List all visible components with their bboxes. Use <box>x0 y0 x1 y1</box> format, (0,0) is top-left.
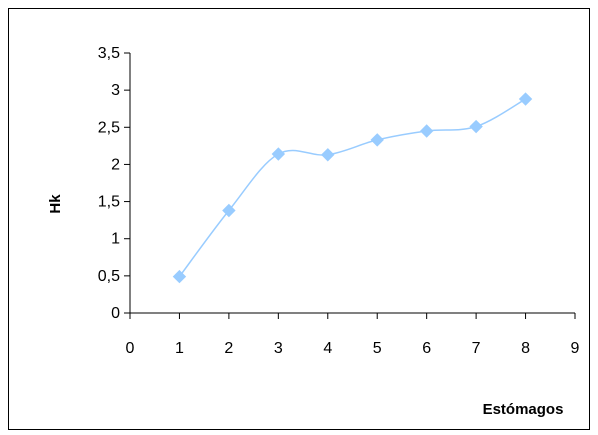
y-tick-label: 3 <box>111 82 120 99</box>
y-tick-label: 1 <box>111 231 120 248</box>
axes: 0 0,5 1 1,5 2 2,5 3 3,5 0 1 2 3 4 5 6 7 8 9 <box>98 45 580 357</box>
x-tick-label: 5 <box>373 340 382 357</box>
data-point <box>370 133 384 147</box>
x-tick-label: 1 <box>175 340 184 357</box>
data-point <box>222 203 236 218</box>
data-point <box>419 124 434 138</box>
x-tick-label: 8 <box>521 340 530 357</box>
data-point <box>469 119 483 134</box>
y-tick-label: 0,5 <box>98 268 120 285</box>
data-point <box>321 148 335 162</box>
y-axis-title: Hk <box>47 194 64 214</box>
series-layer <box>172 92 533 284</box>
data-point <box>518 92 533 106</box>
x-tick-label: 0 <box>126 340 135 357</box>
y-tick-label: 2,5 <box>98 119 120 136</box>
data-point <box>271 147 286 161</box>
x-tick-label: 9 <box>571 340 580 357</box>
chart-svg: 0 0,5 1 1,5 2 2,5 3 3,5 0 1 2 3 4 5 6 7 8 9 Hk Estómagos <box>8 8 590 430</box>
y-tick-label: 0 <box>111 305 120 322</box>
x-tick-label: 7 <box>472 340 481 357</box>
chart-border <box>8 8 590 430</box>
y-tick-label: 2 <box>111 156 120 173</box>
y-tick-label: 1,5 <box>98 194 120 211</box>
x-tick-label: 4 <box>323 340 332 357</box>
x-tick-label: 2 <box>224 340 233 357</box>
x-tick-label: 6 <box>422 340 431 357</box>
y-tick-label: 3,5 <box>98 45 120 62</box>
x-axis-title: Estómagos <box>483 401 564 418</box>
data-point <box>172 269 187 284</box>
chart-frame: 0 0,5 1 1,5 2 2,5 3 3,5 0 1 2 3 4 5 6 7 8 9 Hk Estómagos <box>8 8 590 430</box>
x-tick-label: 3 <box>274 340 283 357</box>
